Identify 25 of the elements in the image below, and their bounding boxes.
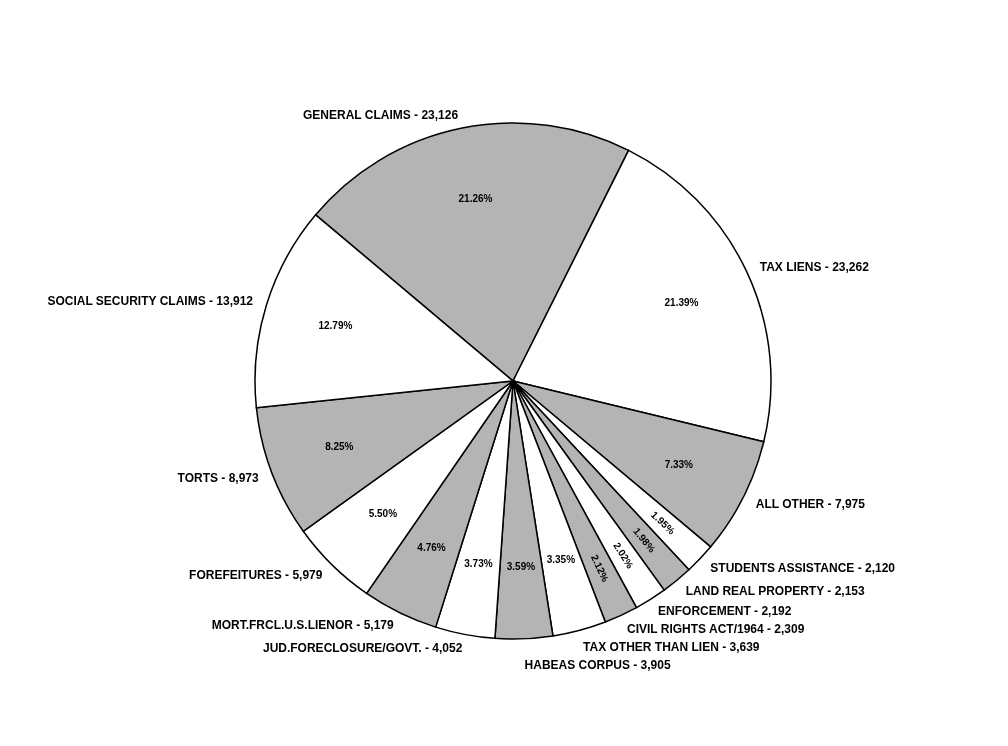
data-label: 3.35% — [546, 554, 576, 566]
slice-label: TORTS - 8,973 — [177, 470, 260, 485]
slice-label: ENFORCEMENT - 2,192 — [658, 604, 792, 619]
slice-label: SOCIAL SECURITY CLAIMS - 13,912 — [47, 294, 254, 309]
data-label: 21.39% — [664, 296, 699, 308]
slice-label: STUDENTS ASSISTANCE - 2,120 — [710, 561, 896, 576]
data-label: 21.26% — [458, 193, 493, 205]
data-label: 12.79% — [318, 320, 353, 332]
data-label: 4.76% — [417, 541, 446, 553]
slice-label: JUD.FORECLOSURE/GOVT. - 4,052 — [262, 641, 463, 656]
data-label: 7.33% — [664, 458, 694, 470]
slice-label: HABEAS CORPUS - 3,905 — [524, 658, 671, 673]
data-label: 3.73% — [464, 557, 493, 569]
data-label: 8.25% — [325, 440, 354, 452]
slice-label: TAX LIENS - 23,262 — [759, 259, 870, 274]
slice-label: ALL OTHER - 7,975 — [755, 496, 866, 511]
slice-label: CIVIL RIGHTS ACT/1964 - 2,309 — [626, 622, 805, 637]
data-label: 5.50% — [368, 507, 398, 519]
slice-label: LAND REAL PROPERTY - 2,153 — [685, 584, 865, 599]
slice-label: FOREFEITURES - 5,979 — [189, 568, 323, 583]
data-label: 3.59% — [506, 560, 536, 572]
data-label: 2.12% — [589, 553, 611, 584]
slice-label: TAX OTHER THAN LIEN - 3,639 — [583, 640, 760, 655]
slice-label: GENERAL CLAIMS - 23,126 — [302, 107, 459, 122]
slice-label: MORT.FRCL.U.S.LIENOR - 5,179 — [211, 618, 395, 633]
